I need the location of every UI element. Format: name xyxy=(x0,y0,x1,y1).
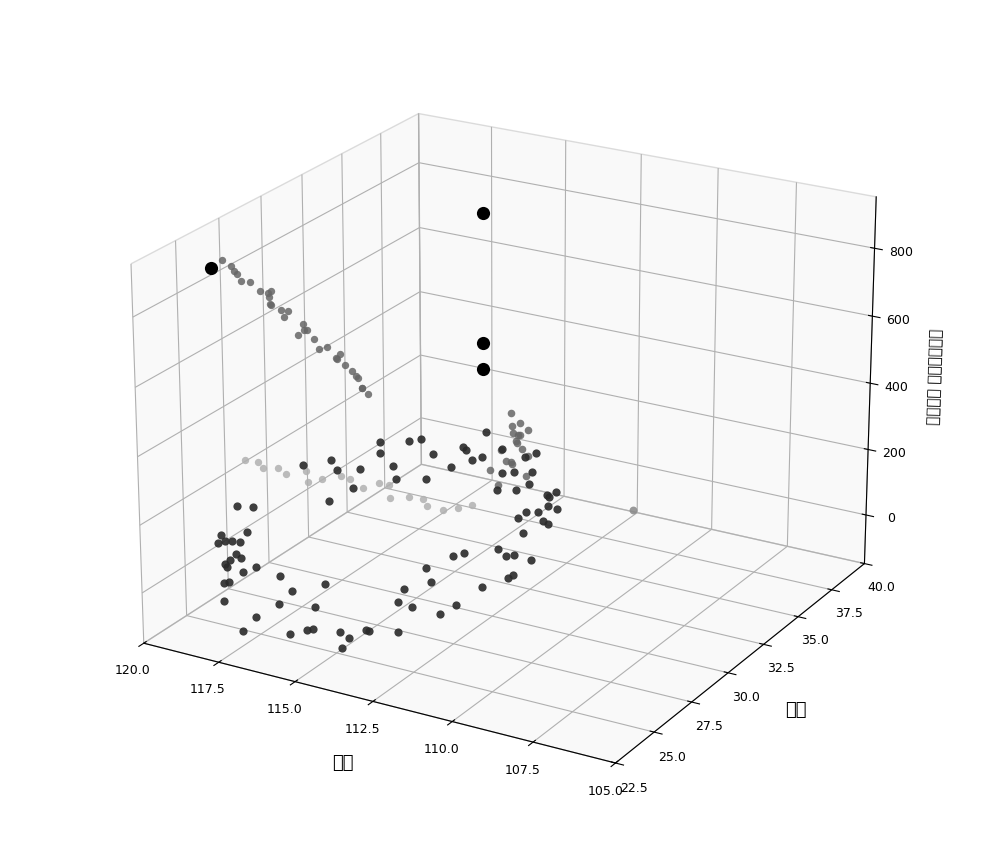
X-axis label: 经度: 经度 xyxy=(332,754,353,772)
Y-axis label: 纬度: 纬度 xyxy=(785,701,807,719)
